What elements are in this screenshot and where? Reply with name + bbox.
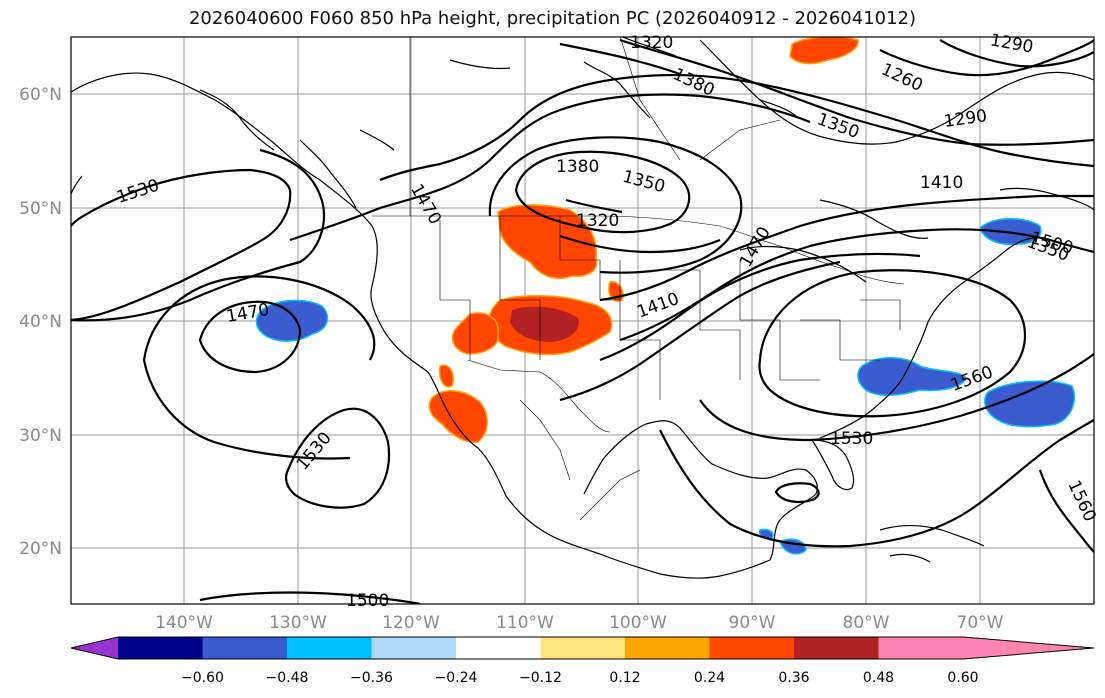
colorbar-tick-label: −0.36 <box>350 670 393 686</box>
colorbar-segment <box>456 637 541 659</box>
colorbar-tick-label: 0.60 <box>947 670 978 686</box>
lon-label: 100°W <box>609 613 667 633</box>
lat-label: 40°N <box>19 312 62 332</box>
contour-label: 1410 <box>920 173 963 193</box>
colorbar-ticks: −0.60 −0.48 −0.36 −0.24 −0.12 0.12 0.24 … <box>181 670 979 686</box>
lat-label: 60°N <box>19 85 62 105</box>
latitude-labels: 60°N 50°N 40°N 30°N 20°N <box>19 85 62 559</box>
colorbar-segment <box>625 637 710 659</box>
lon-label: 90°W <box>729 613 776 633</box>
colorbar-segment <box>202 637 287 659</box>
colorbar-segment <box>287 637 372 659</box>
colorbar-segment <box>540 637 625 659</box>
colorbar-extend-high <box>963 637 1094 659</box>
precipitation-shading <box>255 37 1076 555</box>
lat-label: 50°N <box>19 199 62 219</box>
colorbar-tick-label: 0.24 <box>694 670 725 686</box>
lon-label: 110°W <box>496 613 554 633</box>
colorbar-tick-label: 0.36 <box>778 670 809 686</box>
contour-label: 1320 <box>630 33 673 53</box>
colorbar-segment <box>371 637 456 659</box>
colorbar-segment <box>878 637 963 659</box>
lon-label: 70°W <box>957 613 1004 633</box>
lat-label: 30°N <box>19 426 62 446</box>
height-contours <box>71 38 1094 604</box>
contour-label: 1320 <box>576 211 619 231</box>
contour-label: 1500 <box>346 591 389 611</box>
colorbar-tick-label: −0.48 <box>266 670 309 686</box>
colorbar-tick-label: −0.12 <box>519 670 562 686</box>
colorbar-extend-low <box>71 637 118 659</box>
colorbar-tick-label: 0.12 <box>609 670 640 686</box>
colorbar-outline <box>70 636 1095 660</box>
map-title: 2026040600 F060 850 hPa height, precipit… <box>188 8 917 29</box>
colorbar-segment <box>118 637 203 659</box>
colorbar-segment <box>794 637 879 659</box>
lat-label: 20°N <box>19 539 62 559</box>
contour-label: 1530 <box>830 429 873 449</box>
lon-label: 80°W <box>843 613 890 633</box>
coastlines <box>71 37 1094 579</box>
lon-label: 120°W <box>382 613 440 633</box>
colorbar-segment <box>709 637 794 659</box>
colorbar-tick-label: −0.60 <box>181 670 224 686</box>
map-frame <box>70 36 1095 605</box>
colorbar-tick-label: 0.48 <box>863 670 894 686</box>
political-borders <box>372 37 905 521</box>
lon-label: 140°W <box>155 613 213 633</box>
longitude-labels: 140°W 130°W 120°W 110°W 100°W 90°W 80°W … <box>155 613 1004 633</box>
colorbar: −0.60 −0.48 −0.36 −0.24 −0.12 0.12 0.24 … <box>70 636 1095 686</box>
contour-label: 1380 <box>556 157 599 177</box>
colorbar-tick-label: −0.24 <box>435 670 478 686</box>
lon-label: 130°W <box>269 613 327 633</box>
